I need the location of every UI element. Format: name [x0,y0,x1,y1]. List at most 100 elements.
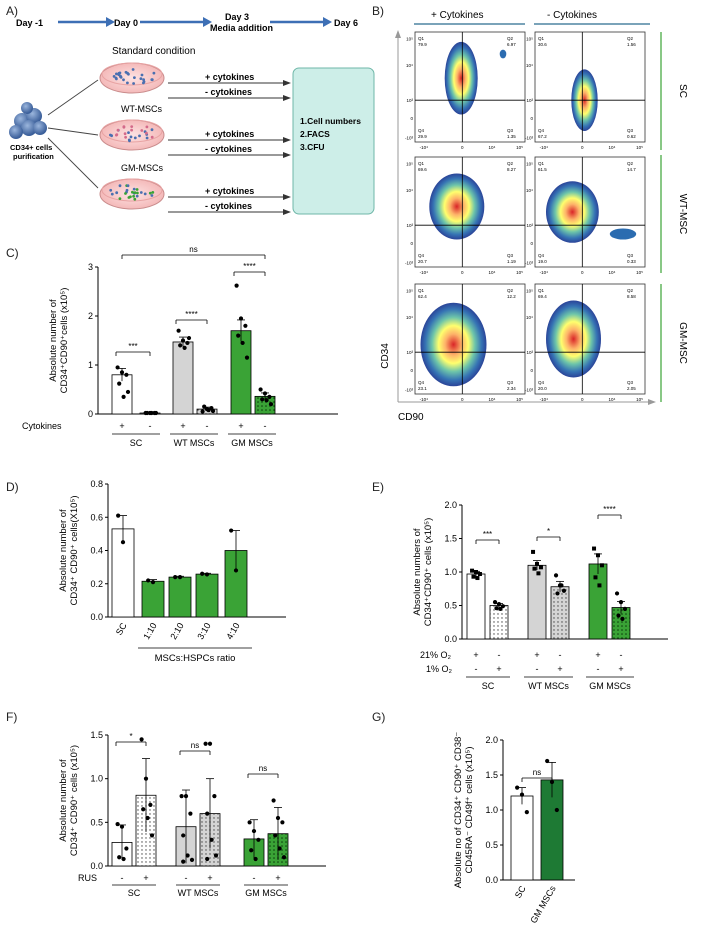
data-point [150,579,156,585]
facs-row-label-sc: SC [677,84,688,98]
data-point [267,394,272,399]
data-point [205,856,210,862]
minus-cytokines-label: - cytokines [205,144,252,154]
y-tick-label: 0.6 [90,512,103,522]
cell-arrow-standard [47,79,99,116]
row-mark: + [618,664,623,674]
data-point [260,397,265,402]
dish-cell-dot [129,135,133,139]
data-point [592,546,597,551]
dish-cell-dot [143,192,147,196]
group-label: SC [128,888,141,898]
y-tick-label: 0.5 [485,840,498,850]
timeline-day3: Day 3 [225,12,249,22]
row-label-1-o2: 1% O₂ [426,664,453,674]
facs-x-tick: -10⁴ [420,145,429,150]
data-point [177,575,183,580]
facs-quadrant-name: Q2 [627,161,634,166]
facs-y-tick: 10⁵ [526,289,533,294]
facs-row-label-wt: WT-MSC [677,194,688,235]
y-axis-label-line2: CD34⁺ CD90⁺ cells(X10⁵) [69,495,80,605]
y-axis-label-line2: CD34⁺CD90⁺cells (x10⁵) [59,288,70,394]
readout-facs: 2.FACS [300,129,330,139]
facs-x-tick: 10⁴ [489,145,496,150]
data-point [622,606,628,611]
facs-quadrant-name: Q4 [538,380,545,385]
data-point [234,283,239,288]
data-point [599,563,604,568]
facs-quadrant-percent: 2.05 [627,386,636,391]
facs-y-tick: 0 [410,116,413,121]
data-point [271,798,276,803]
facs-x-tick: 0 [461,397,464,402]
facs-x-tick: 10⁴ [489,397,496,402]
y-tick-label: 1.0 [444,567,457,577]
facs-y-tick: 10⁴ [526,315,533,320]
facs-density-blob [499,49,507,59]
dish-cells [109,68,156,201]
bar [489,605,509,640]
significance-label: **** [185,310,197,319]
dish-cell-dot [115,191,119,195]
timeline-day-minus1: Day -1 [16,18,43,28]
facs-y-tick: 10⁴ [406,188,413,193]
facs-y-tick: 0 [410,368,413,373]
facs-quadrant-percent: 61.5 [538,167,547,172]
dish-cell-dot [112,75,116,78]
facs-quadrant-name: Q2 [627,288,634,293]
condition-wt-mscs: WT-MSCs [121,104,162,114]
y-axis-label-line1: Absolute numbers of [412,528,423,615]
dish-cell-dot [145,131,148,135]
facs-quadrant-percent: 62.4 [418,294,427,299]
bar [588,563,608,640]
cytokine-arrowhead [283,194,291,200]
data-point [210,408,216,414]
data-point [240,340,245,346]
condition-standard: Standard condition [112,46,195,57]
dish-cell-dot [124,70,128,74]
facs-quadrant-percent: 8.58 [627,294,636,299]
group-label: GM MSCs [245,888,287,898]
facs-row-label-gm: GM-MSC [677,322,688,364]
experiment-schematic: Day -1 Day 0 Day 3 Media addition Day 6 … [9,12,375,215]
data-point [203,741,208,746]
y-axis-label-line1: Absolute number of [58,509,69,592]
data-point [121,394,126,399]
y-tick-label: 1.5 [90,730,103,740]
data-point [125,389,131,395]
data-point [596,553,600,558]
cytokine-arrowhead [283,80,291,86]
data-point [141,807,146,812]
data-point [213,853,219,858]
significance-label: * [129,732,132,741]
facs-quadrant-name: Q4 [418,380,425,385]
dish-cell-dot [131,68,135,71]
row-mark: - [264,421,267,431]
group-label: GM MSCs [589,681,631,691]
dish-cell-dot [125,188,129,192]
dish-cell-dot [132,82,136,85]
row-mark: - [597,664,600,674]
dish-cell-dot [151,191,155,194]
dish-cell-dot [126,81,129,85]
facs-y-tick: 0 [530,116,533,121]
facs-y-tick: 10⁵ [526,162,533,167]
data-point [531,549,536,554]
data-point [207,741,213,746]
data-point [538,565,543,570]
facs-quadrant-name: Q1 [418,36,425,41]
dish-cell-dot [118,184,122,188]
facs-x-tick: -10⁴ [540,270,549,275]
y-tick-label: 0.8 [90,479,103,489]
data-point [597,583,602,588]
data-point [200,571,205,576]
facs-x-tick: -10⁴ [540,145,549,150]
dish-cell-dot [133,197,137,201]
facs-quadrant-percent: 14.7 [627,167,636,172]
facs-y-tick: -10³ [405,388,414,393]
data-point [555,591,560,596]
dish-cell-dot [131,190,134,194]
chart-panel-f: 0.0 0.5 1.0 1.5 Absolute number of CD34⁺ CD90… [58,730,326,898]
facs-quadrant-name: Q4 [538,253,545,258]
